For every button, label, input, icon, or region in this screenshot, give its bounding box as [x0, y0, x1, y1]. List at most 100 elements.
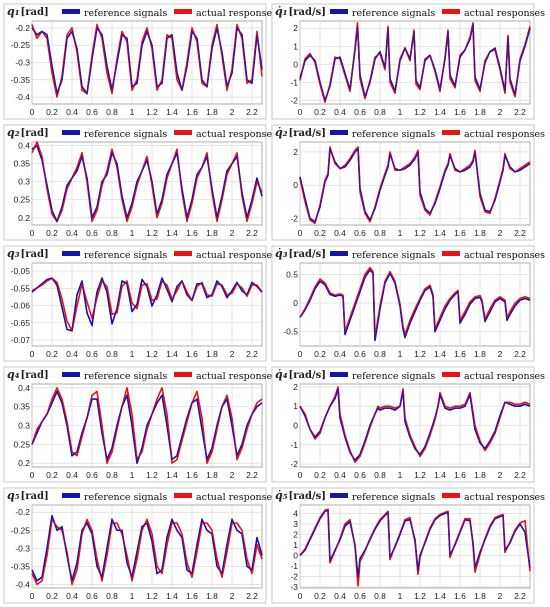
y-tick-label: 0 [293, 550, 298, 560]
x-tick-label: 1.2 [414, 107, 426, 117]
legend-swatch-actual [174, 493, 192, 498]
y-tick-label: 1 [293, 41, 298, 51]
plot-area [299, 141, 531, 226]
x-tick-label: 1.6 [454, 591, 466, 601]
x-tick-label: 1.8 [206, 107, 218, 117]
x-tick-label: 2.2 [246, 591, 258, 601]
x-tick-label: 1.8 [206, 228, 218, 238]
y-tick-label: 0.3 [18, 177, 30, 187]
y-axis-label-variable: q̇₄ [275, 368, 288, 381]
series-line-reference-overlay [299, 388, 531, 462]
y-axis-label-variable: q̇₂ [275, 126, 288, 139]
series-line-reference-overlay [31, 515, 263, 582]
y-axis-label-variable: q₂ [7, 126, 20, 139]
x-tick-label: 2 [498, 349, 503, 359]
legend-label-reference: reference signals [84, 8, 167, 19]
plot-area [31, 141, 263, 226]
y-axis-label-unit: [rad] [21, 128, 49, 139]
x-tick-label: 1.4 [166, 228, 178, 238]
y-tick-label: 0.35 [13, 159, 30, 169]
x-tick-label: 0.8 [374, 349, 386, 359]
y-axis-label-variable: q̇₅ [275, 489, 288, 502]
x-tick-label: 1.6 [186, 349, 198, 359]
legend-swatch-actual [442, 130, 460, 135]
y-tick-label: 0 [293, 59, 298, 69]
y-tick-label: -0.25 [11, 40, 31, 50]
x-tick-label: 0.6 [354, 349, 366, 359]
x-tick-label: 1.8 [206, 349, 218, 359]
legend-swatch-actual [174, 9, 192, 14]
x-tick-label: 1.4 [434, 470, 446, 480]
series-line-reference-overlay [31, 144, 263, 224]
x-tick-label: 0.2 [314, 228, 326, 238]
x-tick-label: 1.4 [166, 591, 178, 601]
legend-label-actual: actual responses [196, 129, 277, 140]
x-tick-label: 0.6 [86, 107, 98, 117]
y-tick-label: 0 [293, 180, 298, 190]
legend-label-reference: reference signals [84, 371, 167, 382]
x-tick-label: 0.2 [46, 591, 58, 601]
x-tick-label: 2.2 [246, 107, 258, 117]
legend-label-reference: reference signals [84, 492, 167, 503]
legend-swatch-actual [442, 372, 460, 377]
x-tick-label: 1 [398, 470, 403, 480]
x-tick-label: 2 [498, 470, 503, 480]
chart-panel-9: q₅[rad] reference signals actual responses… [3, 487, 277, 604]
y-axis-label-unit: [rad/s] [289, 249, 327, 260]
y-axis-label: q̇₃[rad/s] [275, 247, 326, 260]
legend-swatch-reference [330, 251, 348, 256]
y-tick-label: -0.25 [11, 525, 31, 535]
x-tick-label: 1 [130, 591, 135, 601]
x-tick-label: 0.4 [334, 349, 346, 359]
legend-swatch-reference [62, 130, 80, 135]
y-tick-label: -0.35 [11, 75, 31, 85]
y-axis-label-unit: [rad] [21, 249, 49, 260]
x-tick-label: 1.2 [146, 107, 158, 117]
x-tick-label: 0.6 [354, 591, 366, 601]
legend-label-actual: actual responses [196, 371, 277, 382]
x-tick-label: 0.8 [106, 107, 118, 117]
x-tick-label: 2 [498, 591, 503, 601]
x-tick-label: 2 [498, 228, 503, 238]
chart-panel-8: q̇₄[rad/s] reference signals actual respon… [271, 366, 545, 483]
y-tick-label: 2 [293, 147, 298, 157]
x-tick-label: 1.4 [434, 107, 446, 117]
legend-label-reference: reference signals [84, 129, 167, 140]
y-axis-label-unit: [rad] [21, 370, 49, 381]
series-line-reference-overlay [31, 390, 263, 464]
y-tick-label: -2 [290, 459, 298, 469]
y-axis-label-variable: q₄ [7, 368, 20, 381]
y-tick-label: 0 [293, 298, 298, 308]
x-tick-label: 2 [230, 107, 235, 117]
x-tick-label: 1.6 [186, 107, 198, 117]
chart-panel-10: q̇₅[rad/s] reference signals actual respon… [271, 487, 545, 604]
x-tick-label: 0.2 [314, 591, 326, 601]
x-tick-label: 1.8 [474, 349, 486, 359]
x-tick-label: 2.2 [246, 228, 258, 238]
x-tick-label: 2.2 [514, 228, 526, 238]
y-tick-label: 0.4 [18, 141, 30, 151]
y-tick-label: -2 [290, 95, 298, 105]
x-tick-label: 0.2 [46, 228, 58, 238]
x-tick-label: 0.8 [374, 107, 386, 117]
x-tick-label: 1 [398, 107, 403, 117]
y-axis-label: q̇₅[rad/s] [275, 489, 326, 502]
x-tick-label: 2.2 [246, 349, 258, 359]
legend-label-actual: actual responses [464, 129, 545, 140]
x-tick-label: 0.2 [314, 470, 326, 480]
chart-panel-4: q̇₂[rad/s] reference signals actual respon… [271, 124, 545, 241]
legend-swatch-actual [174, 372, 192, 377]
x-tick-label: 1.6 [454, 349, 466, 359]
legend-label-actual: actual responses [464, 371, 545, 382]
y-tick-label: 1 [293, 540, 298, 550]
x-tick-label: 0.8 [106, 228, 118, 238]
y-axis-label: q₁[rad] [7, 5, 49, 18]
y-tick-label: 0.35 [13, 402, 30, 412]
y-axis-label: q₃[rad] [7, 247, 49, 260]
x-tick-label: 0 [30, 349, 35, 359]
x-tick-label: 0.4 [334, 591, 346, 601]
x-tick-label: 1.2 [414, 228, 426, 238]
chart-panel-5: q₃[rad] reference signals actual responses… [3, 245, 277, 362]
legend-swatch-reference [330, 372, 348, 377]
y-tick-label: 0.25 [13, 195, 30, 205]
